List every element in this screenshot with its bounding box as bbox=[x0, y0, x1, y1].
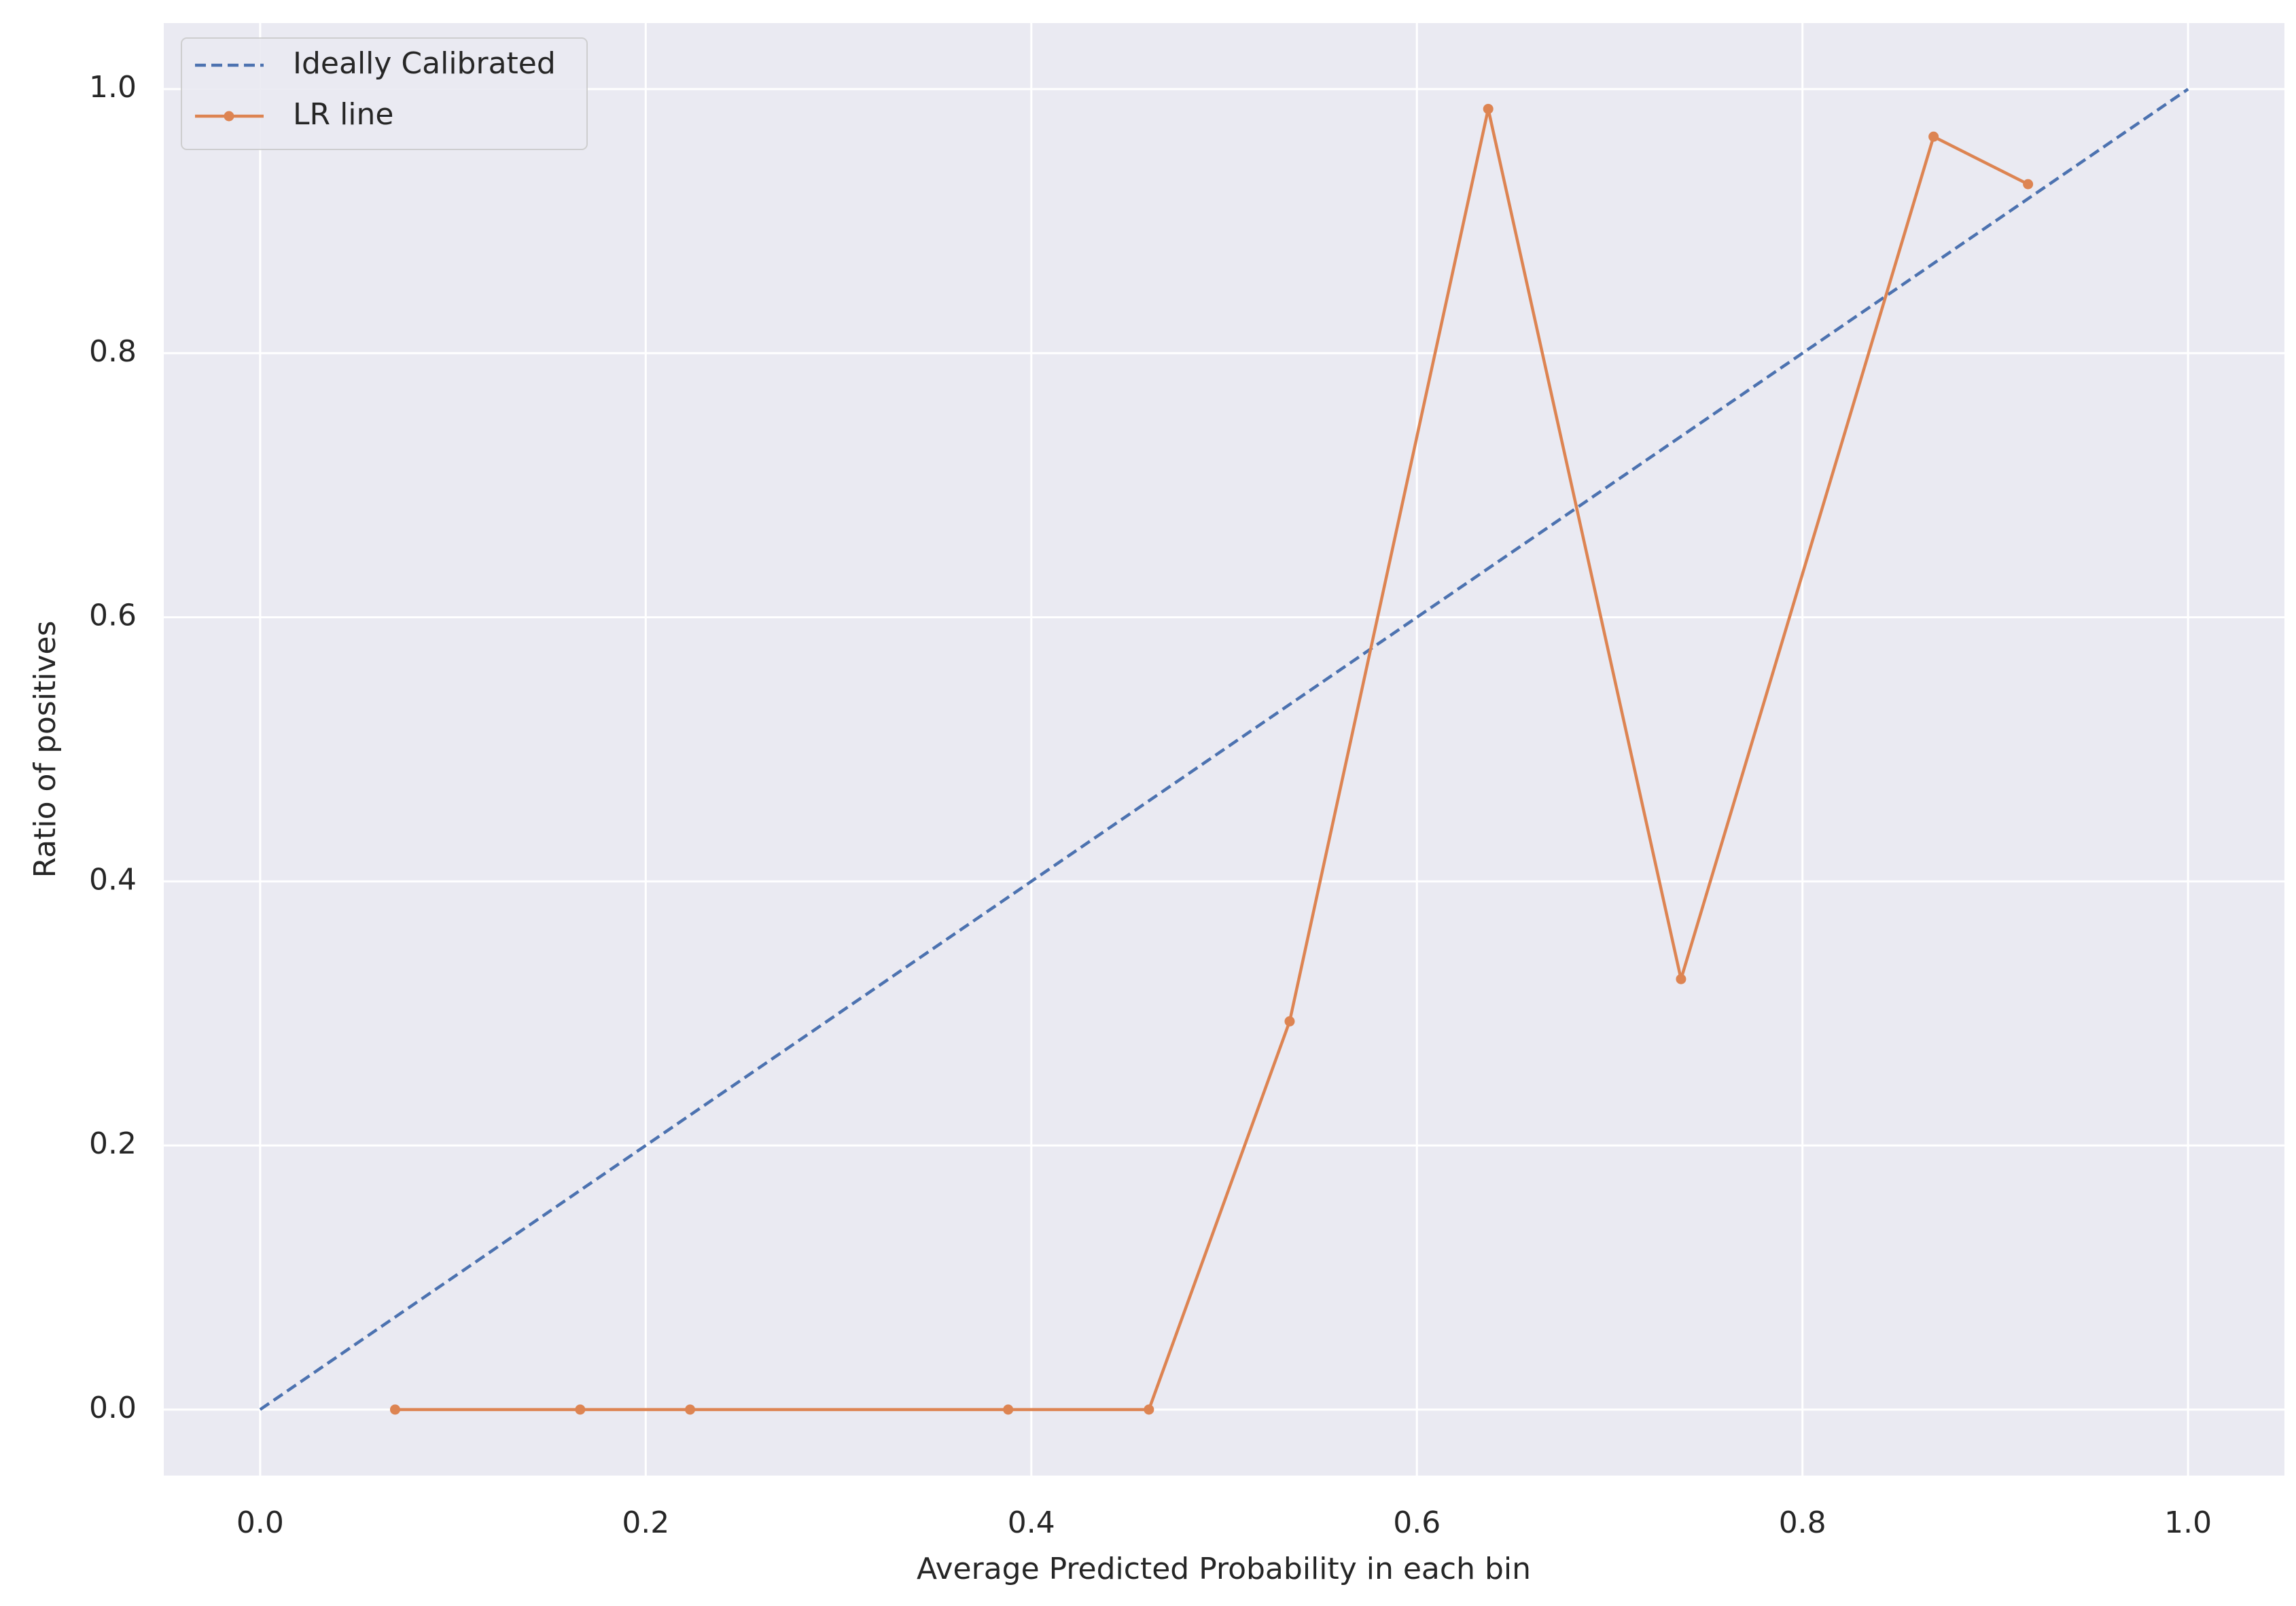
y-tick-label: 0.4 bbox=[89, 862, 137, 897]
point bbox=[685, 1404, 696, 1415]
series-line bbox=[259, 88, 2189, 1411]
x-tick-label: 0.4 bbox=[1008, 1505, 1055, 1540]
y-tick-label: 0.0 bbox=[89, 1391, 137, 1425]
y-axis-label: Ratio of positives bbox=[28, 621, 63, 878]
x-tick-label: 0.0 bbox=[236, 1505, 284, 1540]
legend-label: LR line bbox=[293, 97, 393, 132]
legend-label: Ideally Calibrated bbox=[293, 46, 556, 81]
legend: Ideally Calibrated LR line bbox=[181, 37, 588, 150]
point bbox=[1676, 974, 1686, 984]
series-layer bbox=[259, 88, 2189, 1415]
x-tick-label: 0.8 bbox=[1779, 1505, 1826, 1540]
y-tick-label: 1.0 bbox=[89, 70, 137, 105]
legend-box bbox=[181, 37, 588, 150]
point bbox=[1003, 1404, 1014, 1415]
x-axis-label: Average Predicted Probability in each bi… bbox=[917, 1552, 1531, 1586]
point bbox=[1928, 131, 1939, 142]
grid bbox=[164, 23, 2284, 1476]
legend-marker bbox=[224, 111, 234, 122]
point bbox=[2023, 179, 2034, 190]
series-line bbox=[395, 107, 2029, 1412]
y-tick-label: 0.2 bbox=[89, 1126, 137, 1161]
y-tick-label: 0.6 bbox=[89, 599, 137, 633]
point bbox=[1284, 1016, 1295, 1027]
y-tick-label: 0.8 bbox=[89, 334, 137, 369]
x-tick-label: 0.2 bbox=[622, 1505, 669, 1540]
point bbox=[389, 1404, 400, 1415]
point bbox=[1144, 1404, 1154, 1415]
point bbox=[575, 1404, 586, 1415]
x-tick-label: 0.6 bbox=[1393, 1505, 1441, 1540]
x-tick-label: 1.0 bbox=[2164, 1505, 2212, 1540]
point bbox=[1483, 103, 1494, 114]
